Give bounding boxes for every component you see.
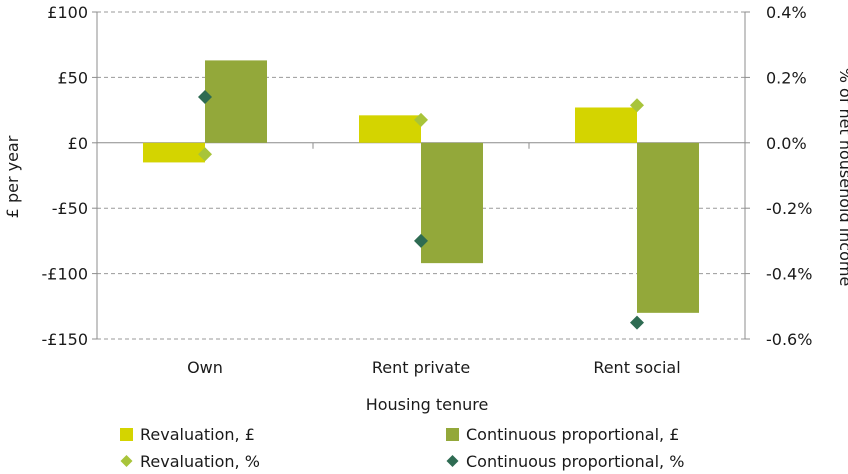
y-tick-label: -£50 <box>52 199 88 218</box>
x-tick-label-rent-social: Rent social <box>593 358 680 377</box>
bar-continuous-proportional-gbp-own <box>205 60 267 143</box>
legend-swatch-continuous-gbp <box>446 428 459 441</box>
y-tick-label: £50 <box>57 68 88 87</box>
markers <box>198 90 644 330</box>
y2-tick-label: 0.4% <box>766 3 807 22</box>
legend-marker-revaluation-pct <box>120 455 133 467</box>
legend-label-continuous-gbp: Continuous proportional, £ <box>466 425 679 444</box>
legend-marker-continuous-pct <box>446 455 459 467</box>
y2-axis-title: % of net household income <box>836 68 848 287</box>
tick-labels: -£150 -0.6% -£100 -0.4% -£50 -0.2% £0 0.0% £50 0.… <box>42 3 813 377</box>
y-tick-label: -£150 <box>42 330 89 349</box>
x-axis-title: Housing tenure <box>366 395 489 414</box>
legend-label-revaluation-gbp: Revaluation, £ <box>140 425 255 444</box>
y-tick-label: £100 <box>47 3 88 22</box>
legend: Revaluation, £ Continuous proportional, … <box>120 425 684 471</box>
bars <box>143 60 699 313</box>
x-tick-label-rent-private: Rent private <box>372 358 470 377</box>
legend-swatch-revaluation-gbp <box>120 428 133 441</box>
marker-revaluation-pct-rent-social <box>630 98 644 113</box>
bar-continuous-proportional-gbp-rent-social <box>637 142 699 313</box>
y2-tick-label: 0.0% <box>766 134 807 153</box>
y-tick-label: £0 <box>68 134 88 153</box>
marker-revaluation-pct-own <box>198 147 212 162</box>
bar-revaluation-gbp-own <box>143 142 205 163</box>
x-tick-label-own: Own <box>187 358 223 377</box>
y2-tick-label: -0.2% <box>766 199 812 218</box>
y2-tick-label: 0.2% <box>766 68 807 87</box>
marker-continuous-proportional-pct-own <box>198 90 212 105</box>
y-axis-title: £ per year <box>3 135 22 218</box>
bar-revaluation-gbp-rent-private <box>359 115 421 143</box>
bar-revaluation-gbp-rent-social <box>575 107 637 143</box>
marker-continuous-proportional-pct-rent-private <box>414 233 428 248</box>
y2-tick-label: -0.6% <box>766 330 812 349</box>
y-tick-label: -£100 <box>42 265 89 284</box>
y2-tick-label: -0.4% <box>766 265 812 284</box>
legend-label-continuous-pct: Continuous proportional, % <box>466 452 684 471</box>
marker-revaluation-pct-rent-private <box>414 112 428 127</box>
bar-continuous-proportional-gbp-rent-private <box>421 142 483 264</box>
marker-continuous-proportional-pct-rent-social <box>630 315 644 330</box>
legend-label-revaluation-pct: Revaluation, % <box>140 452 260 471</box>
